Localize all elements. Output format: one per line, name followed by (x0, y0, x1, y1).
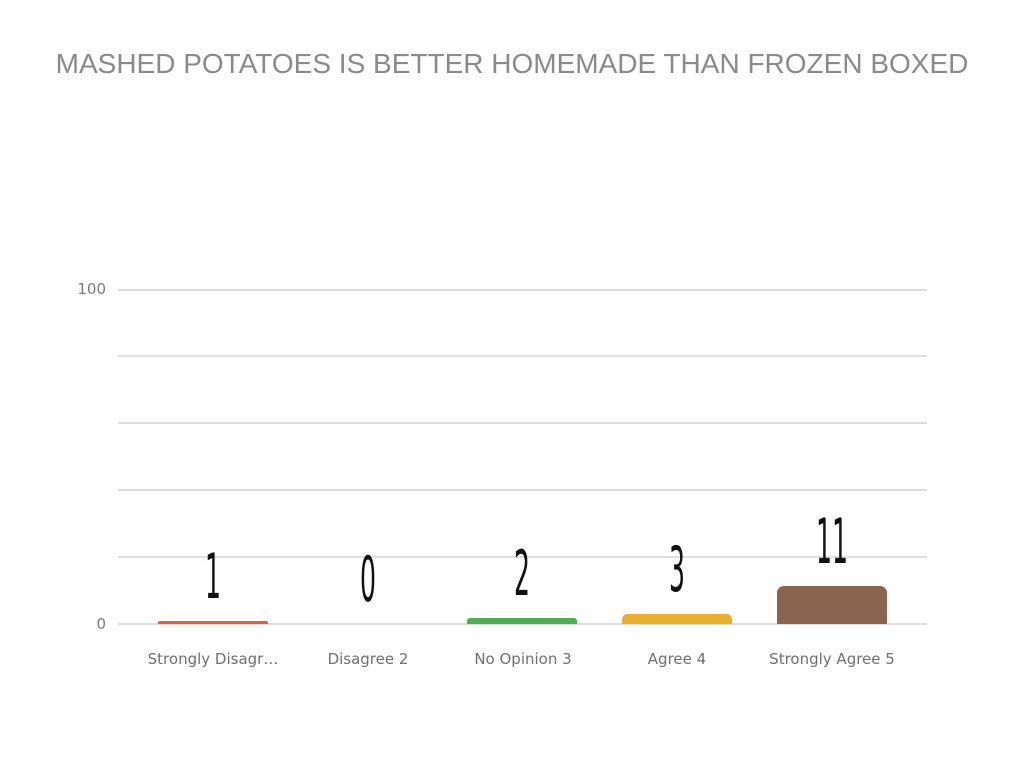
chart-title: MASHED POTATOES IS BETTER HOMEMADE THAN … (55, 48, 969, 79)
x-label-agree: Agree 4 (647, 650, 707, 668)
y-tick-100: 100 (77, 280, 106, 298)
x-label-strongly-agree: Strongly Agree 5 (769, 650, 895, 668)
x-label-strongly-disagree: Strongly Disagr… (147, 650, 279, 668)
bar-value-label: 1 (205, 540, 221, 613)
bar-strongly-agree (777, 586, 887, 624)
bar-no-opinion (467, 618, 577, 624)
bar-agree (622, 614, 732, 624)
gridline-100 (118, 289, 927, 291)
y-tick-0: 0 (96, 615, 106, 633)
bar-value-label: 3 (669, 533, 685, 606)
plot-area: 1 0 2 3 11 (118, 289, 927, 625)
bar-strongly-disagree (158, 621, 268, 624)
gridline-80 (118, 355, 927, 357)
bar-value-label: 0 (360, 543, 376, 616)
x-label-disagree: Disagree 2 (327, 650, 409, 668)
gridline-40 (118, 489, 927, 491)
x-label-no-opinion: No Opinion 3 (474, 650, 572, 668)
gridline-0 (118, 623, 927, 625)
gridline-20 (118, 556, 927, 558)
gridline-60 (118, 422, 927, 424)
bar-value-label: 2 (514, 537, 530, 610)
bar-value-label: 11 (816, 505, 848, 578)
